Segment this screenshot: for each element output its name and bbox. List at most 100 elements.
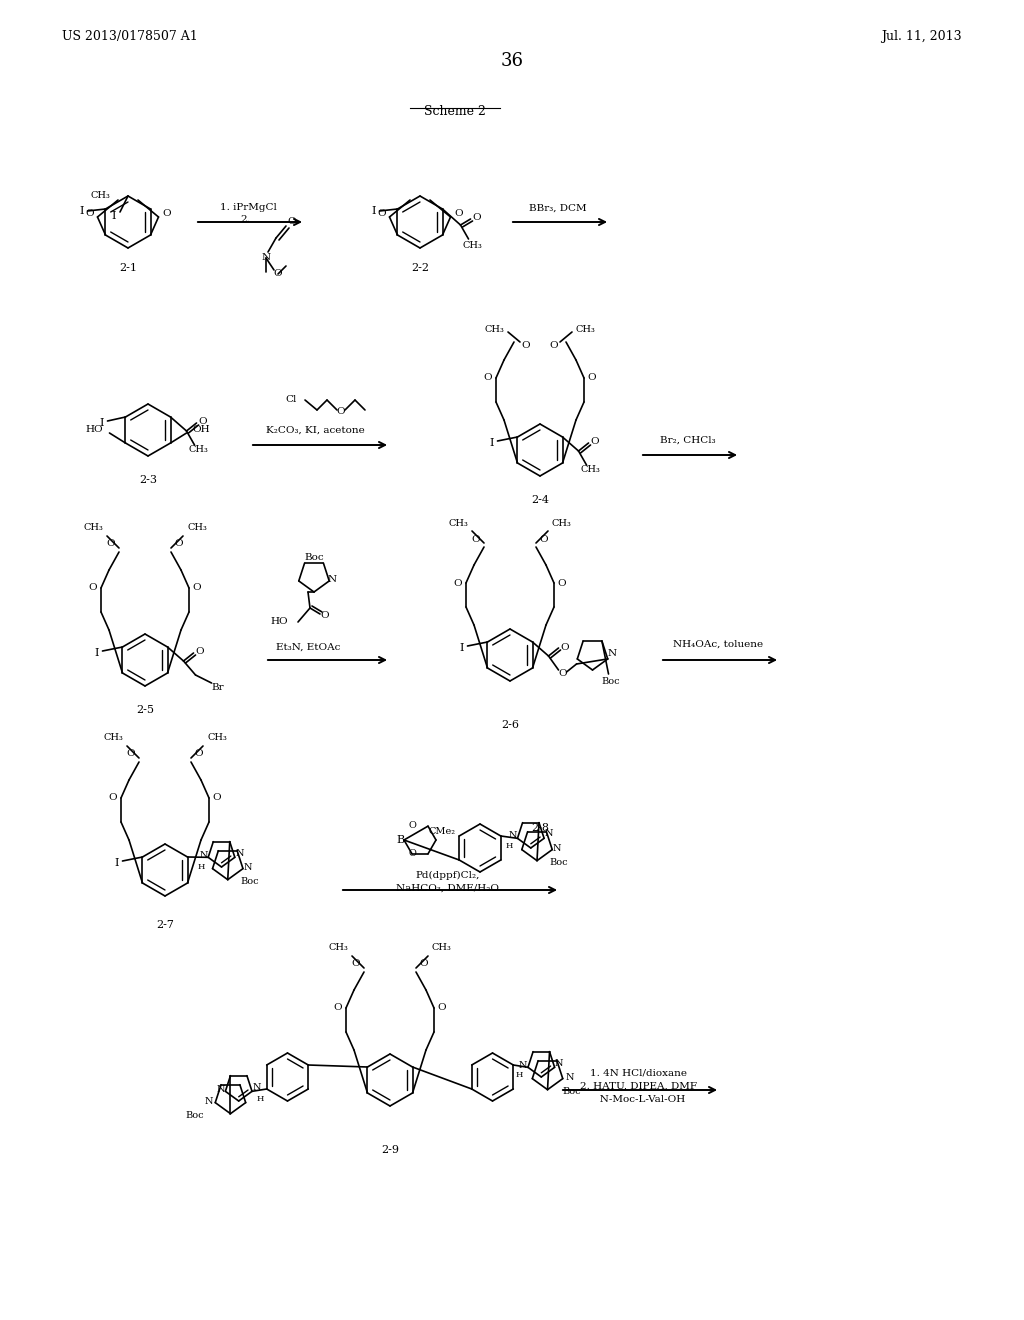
Text: O: O bbox=[560, 643, 568, 652]
Text: CH₃: CH₃ bbox=[463, 240, 482, 249]
Text: HO: HO bbox=[86, 425, 103, 433]
Text: B: B bbox=[396, 836, 404, 845]
Text: O: O bbox=[590, 437, 599, 446]
Text: O: O bbox=[213, 793, 221, 803]
Text: O: O bbox=[408, 821, 416, 830]
Text: CMe₂: CMe₂ bbox=[428, 828, 456, 837]
Text: I: I bbox=[99, 418, 103, 428]
Text: O: O bbox=[558, 669, 567, 678]
Text: N: N bbox=[509, 832, 517, 841]
Text: O: O bbox=[408, 850, 416, 858]
Text: O: O bbox=[472, 535, 480, 544]
Text: NH₄OAc, toluene: NH₄OAc, toluene bbox=[673, 639, 763, 648]
Text: 2-4: 2-4 bbox=[531, 495, 549, 506]
Text: CH₃: CH₃ bbox=[581, 465, 600, 474]
Text: O: O bbox=[196, 648, 204, 656]
Text: CH₃: CH₃ bbox=[328, 944, 348, 953]
Text: N: N bbox=[216, 1085, 225, 1093]
Text: O: O bbox=[162, 209, 171, 218]
Text: O: O bbox=[193, 583, 202, 593]
Text: CH₃: CH₃ bbox=[575, 326, 596, 334]
Text: 2.: 2. bbox=[240, 215, 250, 224]
Text: Boc: Boc bbox=[601, 677, 620, 686]
Text: Et₃N, EtOAc: Et₃N, EtOAc bbox=[275, 643, 340, 652]
Text: 2-2: 2-2 bbox=[411, 263, 429, 273]
Text: 2-5: 2-5 bbox=[136, 705, 154, 715]
Text: CH₃: CH₃ bbox=[207, 734, 227, 742]
Text: O: O bbox=[521, 342, 530, 351]
Text: CH₃: CH₃ bbox=[187, 524, 207, 532]
Text: CH₃: CH₃ bbox=[90, 191, 110, 201]
Text: N: N bbox=[261, 253, 270, 263]
Text: Boc: Boc bbox=[241, 878, 259, 886]
Text: O: O bbox=[483, 374, 493, 383]
Text: CH₃: CH₃ bbox=[484, 326, 504, 334]
Text: 1. iPrMgCl: 1. iPrMgCl bbox=[219, 203, 276, 213]
Text: NaHCO₃, DME/H₂O: NaHCO₃, DME/H₂O bbox=[396, 883, 500, 892]
Text: Boc: Boc bbox=[304, 553, 324, 562]
Text: HO: HO bbox=[270, 618, 288, 627]
Text: O: O bbox=[558, 578, 566, 587]
Text: I: I bbox=[114, 858, 119, 869]
Text: O: O bbox=[288, 218, 296, 227]
Text: O: O bbox=[377, 209, 386, 218]
Text: Br₂, CHCl₃: Br₂, CHCl₃ bbox=[660, 436, 716, 445]
Text: N: N bbox=[608, 649, 617, 659]
Text: I: I bbox=[112, 211, 116, 220]
Text: US 2013/0178507 A1: US 2013/0178507 A1 bbox=[62, 30, 198, 44]
Text: BBr₃, DCM: BBr₃, DCM bbox=[529, 203, 587, 213]
Text: 2-6: 2-6 bbox=[501, 719, 519, 730]
Text: O: O bbox=[420, 960, 428, 969]
Text: 2. HATU, DIPEA, DMF: 2. HATU, DIPEA, DMF bbox=[580, 1081, 696, 1090]
Text: O: O bbox=[106, 540, 116, 549]
Text: N: N bbox=[553, 845, 561, 853]
Text: Scheme 2: Scheme 2 bbox=[424, 106, 486, 117]
Text: O: O bbox=[550, 342, 558, 351]
Text: O: O bbox=[455, 209, 463, 218]
Text: O: O bbox=[321, 611, 330, 620]
Text: O: O bbox=[85, 209, 94, 218]
Text: I: I bbox=[371, 206, 376, 216]
Text: O: O bbox=[127, 750, 135, 759]
Text: OH: OH bbox=[193, 425, 210, 433]
Text: O: O bbox=[89, 583, 97, 593]
Text: N: N bbox=[253, 1082, 261, 1092]
Text: O: O bbox=[337, 408, 345, 417]
Text: 2-9: 2-9 bbox=[381, 1144, 399, 1155]
Text: I: I bbox=[94, 648, 98, 657]
Text: N: N bbox=[204, 1097, 213, 1106]
Text: I: I bbox=[79, 206, 84, 216]
Text: CH₃: CH₃ bbox=[103, 734, 123, 742]
Text: N: N bbox=[545, 829, 553, 838]
Text: N: N bbox=[200, 850, 208, 859]
Text: N: N bbox=[244, 863, 252, 873]
Text: N-Moc-L-Val-OH: N-Moc-L-Val-OH bbox=[591, 1094, 686, 1104]
Text: Boc: Boc bbox=[185, 1111, 205, 1121]
Text: 2-8: 2-8 bbox=[531, 822, 549, 833]
Text: 1. 4N HCl/dioxane: 1. 4N HCl/dioxane bbox=[590, 1068, 686, 1077]
Text: O: O bbox=[195, 750, 204, 759]
Text: N: N bbox=[328, 576, 337, 585]
Text: CH₃: CH₃ bbox=[552, 519, 571, 528]
Text: O: O bbox=[273, 269, 283, 279]
Text: CH₃: CH₃ bbox=[188, 445, 209, 454]
Text: 2-3: 2-3 bbox=[139, 475, 157, 484]
Text: Jul. 11, 2013: Jul. 11, 2013 bbox=[882, 30, 962, 44]
Text: CH₃: CH₃ bbox=[449, 519, 468, 528]
Text: O: O bbox=[175, 540, 183, 549]
Text: O: O bbox=[588, 374, 596, 383]
Text: O: O bbox=[199, 417, 207, 426]
Text: I: I bbox=[489, 438, 494, 447]
Text: K₂CO₃, KI, acetone: K₂CO₃, KI, acetone bbox=[265, 425, 365, 434]
Text: Boc: Boc bbox=[550, 858, 568, 867]
Text: O: O bbox=[351, 960, 360, 969]
Text: 2-7: 2-7 bbox=[156, 920, 174, 931]
Text: O: O bbox=[540, 535, 548, 544]
Text: N: N bbox=[236, 849, 244, 858]
Text: N: N bbox=[565, 1073, 573, 1082]
Text: Br: Br bbox=[211, 682, 224, 692]
Text: Cl: Cl bbox=[286, 396, 297, 404]
Text: H: H bbox=[198, 863, 205, 871]
Text: CH₃: CH₃ bbox=[432, 944, 452, 953]
Text: H: H bbox=[257, 1096, 264, 1104]
